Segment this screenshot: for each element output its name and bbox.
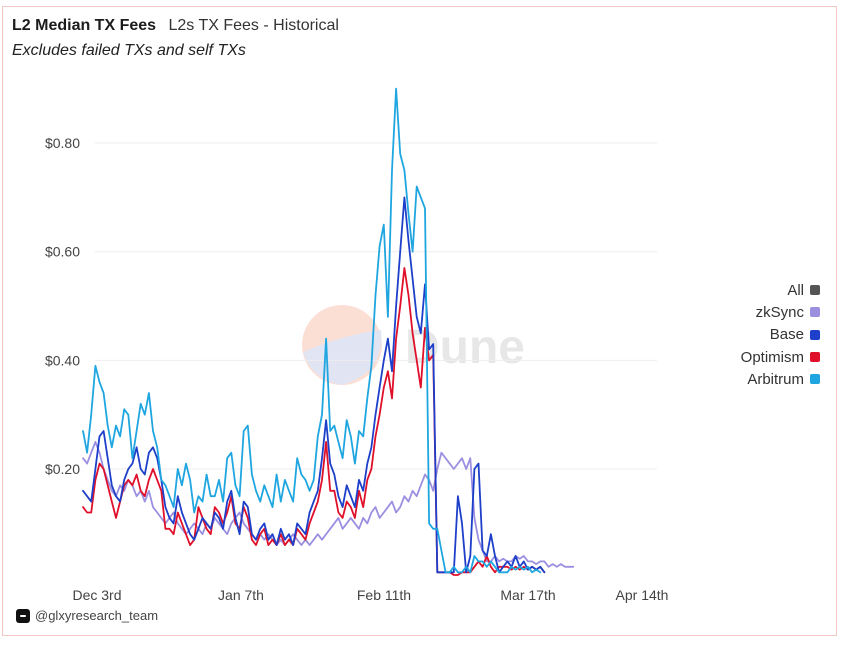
legend-label: zkSync <box>755 303 804 321</box>
chart-card <box>2 6 837 636</box>
legend-item-all[interactable]: All <box>700 279 820 301</box>
legend-swatch <box>810 374 820 385</box>
series-line-base <box>82 196 546 574</box>
chart-subtitle: L2s TX Fees - Historical <box>168 17 339 34</box>
chart-note: Excludes failed TXs and self TXs <box>12 42 246 59</box>
legend-swatch <box>810 307 820 318</box>
x-tick-label: Dec 3rd <box>72 587 121 603</box>
y-tick-label: $0.40 <box>45 352 80 368</box>
watermark-logo-wedge <box>303 330 382 385</box>
x-axis: Dec 3rd Jan 7th Feb 11th Mar 17th Apr 14th <box>72 587 668 603</box>
series-line-optimism <box>82 267 546 576</box>
y-tick-label: $0.60 <box>45 244 80 260</box>
legend-item-zksync[interactable]: zkSync <box>700 301 820 323</box>
chart-title: L2 Median TX Fees <box>12 17 157 34</box>
x-tick-label: Mar 17th <box>500 587 555 603</box>
series-lines <box>82 87 575 576</box>
x-tick-label: Apr 14th <box>616 587 669 603</box>
legend-item-arbitrum[interactable]: Arbitrum <box>700 368 820 390</box>
x-tick-label: Feb 11th <box>357 587 411 603</box>
legend-item-optimism[interactable]: Optimism <box>700 346 820 368</box>
legend-label: Optimism <box>740 348 804 366</box>
x-tick-label: Jan 7th <box>218 587 264 603</box>
header: L2 Median TX Fees L2s TX Fees - Historic… <box>12 17 339 35</box>
series-line-arbitrum <box>82 87 542 574</box>
legend-swatch <box>810 285 820 296</box>
y-axis: $0.20 $0.40 $0.60 $0.80 <box>45 135 80 477</box>
legend-swatch <box>810 329 820 340</box>
legend-label: All <box>787 281 804 299</box>
glxy-logo-icon <box>16 608 30 623</box>
legend-label: Arbitrum <box>747 370 804 388</box>
legend: All zkSync Base Optimism Arbitrum <box>700 279 820 390</box>
y-tick-label: $0.80 <box>45 135 80 151</box>
legend-item-base[interactable]: Base <box>700 324 820 346</box>
legend-swatch <box>810 352 820 363</box>
legend-label: Base <box>769 326 804 344</box>
footer-handle[interactable]: @glxyresearch_team <box>35 608 159 623</box>
footer: @glxyresearch_team <box>16 608 158 623</box>
grid <box>95 142 657 470</box>
y-tick-label: $0.20 <box>45 461 80 477</box>
